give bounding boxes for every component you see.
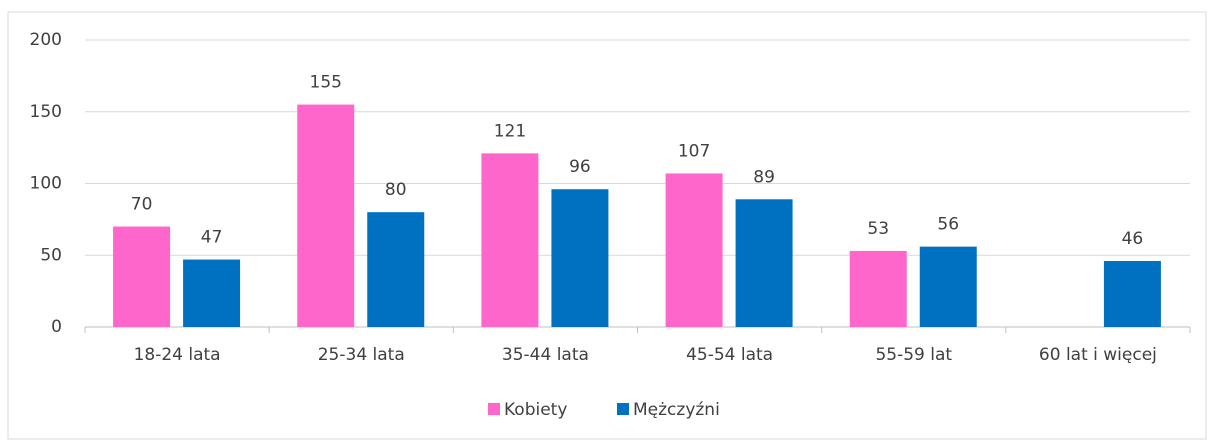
value-label: 70 — [131, 195, 153, 215]
legend-label: Mężczyźni — [633, 400, 720, 420]
value-label: 46 — [1122, 229, 1144, 249]
value-label: 89 — [753, 167, 775, 187]
legend-swatch — [488, 403, 500, 415]
x-tick-label: 25-34 lata — [318, 345, 405, 365]
value-label: 53 — [867, 219, 889, 239]
bar — [919, 246, 977, 327]
y-tick-label: 200 — [30, 30, 62, 50]
value-label: 121 — [494, 121, 526, 141]
y-tick-label: 50 — [40, 245, 62, 265]
x-tick-label: 35-44 lata — [502, 345, 589, 365]
bar — [113, 226, 171, 327]
bar — [183, 259, 241, 327]
x-tick-label: 60 lat i więcej — [1039, 345, 1157, 365]
bar — [1103, 260, 1161, 327]
x-tick-label: 18-24 lata — [134, 345, 221, 365]
bar — [849, 250, 907, 327]
y-tick-label: 150 — [30, 102, 62, 122]
value-label: 80 — [385, 180, 407, 200]
x-tick-label: 55-59 lat — [875, 345, 952, 365]
value-label: 155 — [310, 73, 342, 93]
bar — [665, 173, 723, 327]
y-tick-label: 100 — [30, 174, 62, 194]
bar — [297, 104, 355, 327]
bar — [735, 199, 793, 327]
value-label: 107 — [678, 141, 710, 161]
value-label: 56 — [937, 215, 959, 235]
legend-swatch — [617, 403, 629, 415]
y-tick-label: 0 — [51, 317, 62, 337]
x-tick-label: 45-54 lata — [686, 345, 773, 365]
bar — [367, 212, 425, 327]
bar — [481, 153, 539, 327]
value-label: 47 — [201, 228, 223, 248]
bar — [551, 189, 609, 327]
legend-label: Kobiety — [504, 400, 567, 420]
value-label: 96 — [569, 157, 591, 177]
